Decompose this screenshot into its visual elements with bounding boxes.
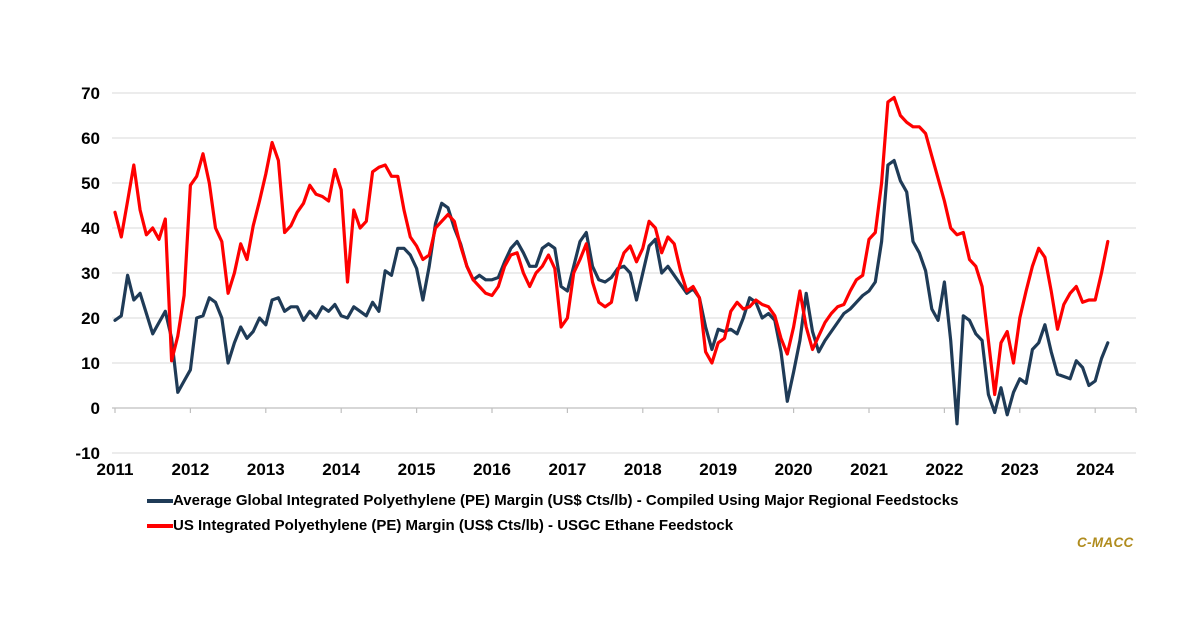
x-tick-label: 2022	[925, 460, 963, 479]
chart-legend: Average Global Integrated Polyethylene (…	[147, 492, 958, 535]
x-tick-label: 2020	[775, 460, 813, 479]
x-tick-label: 2013	[247, 460, 285, 479]
series-us-line	[113, 95, 1110, 397]
x-tick-label: 2021	[850, 460, 888, 479]
y-tick-label: 40	[81, 219, 100, 238]
x-tick-label: 2016	[473, 460, 511, 479]
x-tick-label: 2023	[1001, 460, 1039, 479]
y-tick-label: 60	[81, 129, 100, 148]
legend-swatch-us	[147, 524, 173, 528]
x-tick-label: 2017	[548, 460, 586, 479]
x-tick-label: 2015	[398, 460, 436, 479]
y-tick-label: 10	[81, 354, 100, 373]
y-tick-label: 0	[91, 399, 100, 418]
legend-label-global: Average Global Integrated Polyethylene (…	[173, 492, 959, 509]
y-tick-label: 20	[81, 309, 100, 328]
legend-label-us: US Integrated Polyethylene (PE) Margin (…	[173, 517, 734, 534]
x-tick-label: 2019	[699, 460, 737, 479]
x-tick-label: 2012	[171, 460, 209, 479]
x-tick-label: 2014	[322, 460, 360, 479]
x-tick-label: 2024	[1076, 460, 1114, 479]
y-tick-label: 70	[81, 84, 100, 103]
series-global-line	[113, 158, 1110, 426]
x-tick-label: 2011	[97, 460, 134, 479]
brand-watermark: C-MACC	[1077, 535, 1134, 550]
y-tick-label: 30	[81, 264, 100, 283]
y-tick-label: -10	[75, 444, 100, 463]
legend-item-global: Average Global Integrated Polyethylene (…	[147, 492, 958, 510]
legend-swatch-global	[147, 499, 173, 503]
legend-item-us: US Integrated Polyethylene (PE) Margin (…	[147, 517, 958, 535]
y-tick-label: 50	[81, 174, 100, 193]
x-tick-label: 2018	[624, 460, 662, 479]
